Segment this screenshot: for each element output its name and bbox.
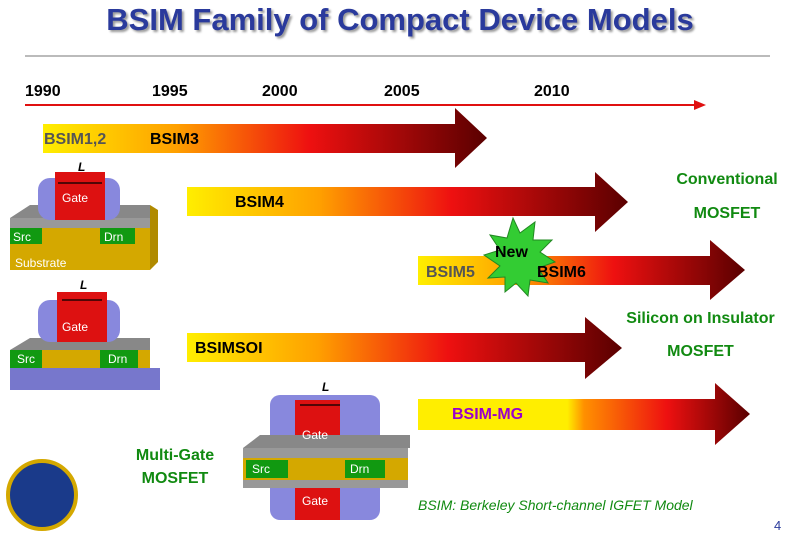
arrow-bsimsoi (187, 317, 622, 379)
year-label: 1995 (152, 83, 188, 100)
arrow-bsim12-3 (43, 108, 487, 168)
bsim3-label: BSIM3 (150, 131, 199, 148)
drn-label: Drn (108, 352, 128, 366)
bulk-mosfet-illustration (10, 172, 158, 270)
multigate-mosfet-illustration (243, 395, 410, 520)
year-label: 1990 (25, 83, 61, 100)
gate-label: Gate (62, 320, 89, 334)
length-label: L (78, 160, 86, 174)
timeline-arrowhead (694, 100, 706, 110)
length-label: L (322, 380, 330, 394)
gate-label: Gate (302, 428, 329, 442)
page-number: 4 (774, 518, 782, 533)
arrow-bsimmg (418, 383, 750, 445)
gate-label: Gate (62, 191, 89, 205)
soi-mosfet-illustration (10, 292, 160, 390)
category-multigate: Multi-Gate (135, 447, 215, 464)
bsim4-label: BSIM4 (235, 194, 284, 211)
category-soi: Silicon on Insulator (626, 310, 775, 327)
bsim6-label: BSIM6 (537, 264, 586, 281)
bsim5-label: BSIM5 (426, 264, 475, 281)
drn-label: Drn (350, 462, 370, 476)
bsimsoi-label: BSIMSOI (195, 340, 263, 357)
category-conventional-mosfet: MOSFET (693, 205, 761, 222)
new-badge: New (495, 244, 528, 261)
arrow-bsim5-6 (418, 240, 745, 300)
year-label: 2010 (534, 83, 570, 100)
category-conventional: Conventional (676, 171, 778, 188)
new-starburst (482, 216, 557, 298)
src-label: Src (17, 352, 35, 366)
bsimmg-label: BSIM-MG (452, 406, 524, 423)
substrate-label: Substrate (15, 256, 67, 270)
src-label: Src (13, 230, 31, 244)
length-label: L (80, 278, 88, 292)
category-soi-mosfet: MOSFET (667, 343, 734, 360)
drn-label: Drn (104, 230, 124, 244)
page-title: BSIM Family of Compact Device Models (106, 2, 694, 37)
bsim12-label: BSIM1,2 (44, 131, 107, 148)
footnote: BSIM: Berkeley Short-channel IGFET Model (418, 497, 693, 513)
gate-label: Gate (302, 494, 329, 508)
category-multigate-mosfet: MOSFET (141, 470, 209, 487)
arrow-bsim4 (187, 172, 628, 232)
src-label: Src (252, 462, 270, 476)
length-arrows (58, 182, 340, 406)
uc-seal-logo (6, 459, 78, 531)
year-label: 2000 (262, 83, 298, 100)
year-label: 2005 (384, 83, 420, 100)
